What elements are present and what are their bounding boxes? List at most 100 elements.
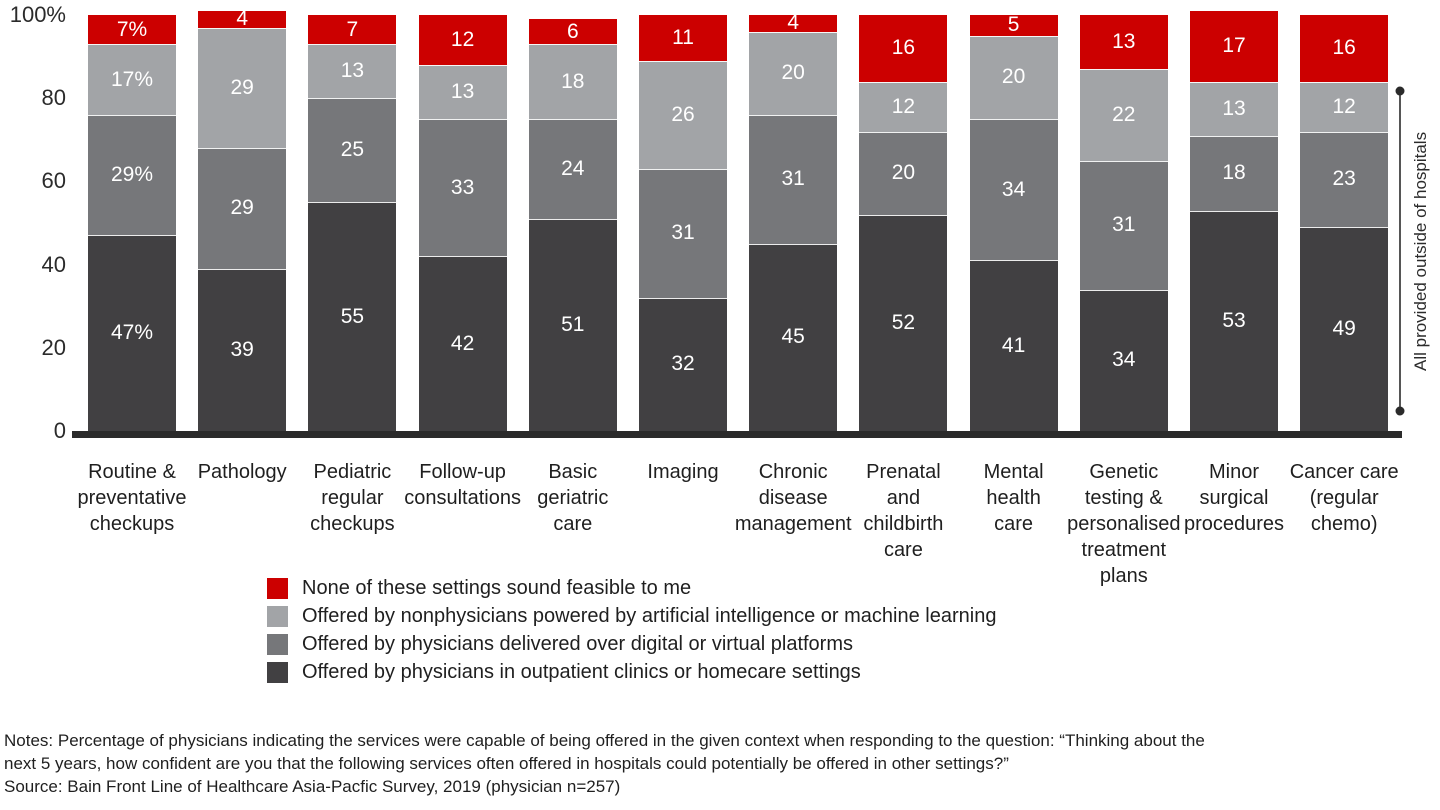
bar-segment: 45 (749, 243, 838, 431)
bar-segment: 26 (639, 60, 727, 169)
bar-value-label: 33 (450, 175, 475, 199)
legend-item: Offered by physicians delivered over dig… (267, 633, 996, 655)
x-axis-category-label: Prenatal and childbirth care (863, 461, 944, 561)
bar-value-label: 22 (1112, 102, 1136, 126)
bracket-line-icon (1395, 86, 1405, 416)
bar-value-label: 7% (116, 17, 148, 41)
bar-segment: 52 (859, 214, 948, 431)
bar-value-label: 12 (450, 27, 475, 51)
bar-segment: 41 (969, 260, 1058, 431)
bar-value-label: 7 (346, 17, 359, 41)
bar-segment: 17% (88, 44, 176, 115)
bar-segment: 7% (88, 15, 176, 45)
bar-segment: 47% (88, 235, 176, 431)
bar-value-label: 51 (561, 312, 585, 336)
bar-segment: 23 (1300, 131, 1389, 228)
bar-segment: 24 (528, 119, 617, 219)
bar-value-label: 13 (450, 79, 475, 103)
bar-segment: 53 (1190, 210, 1278, 431)
source-text: Source: Bain Front Line of Healthcare As… (4, 777, 621, 796)
bar-segment: 49 (1300, 227, 1389, 431)
bar-value-label: 52 (891, 310, 916, 334)
bar-value-label: 25 (340, 138, 365, 162)
legend-label: Offered by physicians in outpatient clin… (302, 661, 861, 683)
bar-value-label: 16 (1332, 36, 1356, 60)
bar-value-label: 42 (450, 331, 475, 355)
bar-segment: 6 (528, 19, 617, 45)
bar-value-label: 13 (1112, 30, 1136, 54)
bar-value-label: 49 (1332, 317, 1356, 341)
bar-value-label: 47% (110, 321, 154, 345)
bar-segment: 31 (749, 114, 838, 244)
bar-value-label: 41 (1001, 333, 1026, 357)
bar-value-label: 55 (340, 304, 365, 328)
stacked-bar: 16 12 23 49 (1300, 15, 1389, 431)
stacked-bar: 17 13 18 53 (1190, 10, 1278, 431)
bar-value-label: 29 (230, 75, 254, 99)
bar-segment: 13 (418, 64, 507, 120)
bar-value-label: 5 (1007, 13, 1020, 37)
bar-value-label: 31 (671, 221, 695, 245)
legend-item: Offered by nonphysicians powered by arti… (267, 605, 996, 627)
bar-segment: 12 (418, 15, 507, 65)
bar-segment: 16 (859, 15, 948, 82)
bar-value-label: 4 (787, 11, 800, 35)
bar-value-label: 17% (110, 67, 154, 91)
bar-segment: 20 (969, 35, 1058, 120)
stacked-bar: 4 20 31 45 (749, 11, 838, 431)
bar-segment: 20 (859, 131, 948, 215)
bar-value-label: 13 (340, 59, 365, 83)
bar-segment: 13 (1190, 81, 1278, 136)
bar-segment: 20 (749, 31, 838, 115)
stacked-bar: 5 20 34 41 (969, 13, 1058, 431)
x-axis-line (72, 431, 1402, 438)
x-axis-category-label: Cancer care (regular chemo) (1289, 461, 1399, 535)
bar-segment: 11 (639, 15, 727, 61)
bar-value-label: 20 (781, 61, 805, 85)
stacked-bar: 7 13 25 55 (308, 15, 397, 431)
stacked-bar: 12 13 33 42 (418, 15, 507, 431)
bar-segment: 34 (969, 119, 1058, 261)
bar-segment: 13 (1079, 15, 1168, 70)
bar-segment: 4 (198, 7, 287, 30)
legend-swatch-darkgray-icon (267, 661, 288, 683)
stacked-bar: 4 29 29 39 (198, 7, 287, 431)
y-axis-tick-label: 0 (53, 418, 66, 443)
legend: None of these settings sound feasible to… (267, 577, 996, 689)
bar-value-label: 34 (1112, 348, 1136, 372)
legend-swatch-lightgray-icon (267, 605, 288, 627)
bar-segment: 18 (1190, 135, 1278, 211)
bar-segment: 29 (198, 27, 287, 149)
bar-value-label: 26 (671, 102, 695, 126)
bar-value-label: 12 (891, 94, 916, 118)
bar-segment: 33 (418, 119, 507, 257)
stacked-bar: 11 26 31 32 (639, 15, 727, 431)
bar-segment: 55 (308, 202, 397, 431)
bar-value-label: 18 (1222, 161, 1246, 185)
legend-label: Offered by nonphysicians powered by arti… (302, 605, 997, 627)
bar-value-label: 31 (1112, 213, 1136, 237)
x-axis-category-label: Genetic testing & personalised treatment… (1067, 461, 1181, 587)
x-axis-category-label: Pediatric regular checkups (310, 461, 395, 535)
x-axis-category-label: Minor surgical procedures (1183, 461, 1285, 535)
bar-value-label: 4 (236, 7, 249, 31)
bar-segment: 17 (1190, 10, 1278, 82)
bar-value-label: 29 (230, 196, 254, 220)
bar-segment: 31 (639, 168, 727, 298)
bar-segment: 4 (749, 11, 838, 34)
legend-item: Offered by physicians in outpatient clin… (267, 661, 996, 683)
bar-segment: 5 (969, 13, 1058, 37)
y-axis-tick-label: 60 (41, 168, 66, 194)
bar-segment: 51 (528, 218, 617, 431)
bar-segment: 13 (308, 44, 397, 99)
bar-value-label: 12 (1332, 94, 1356, 118)
x-axis-category-label: Routine & preventative checkups (77, 461, 187, 535)
legend-swatch-midgray-icon (267, 633, 288, 655)
bar-value-label: 6 (566, 19, 579, 43)
bar-value-label: 39 (230, 337, 254, 361)
bar-segment: 31 (1079, 160, 1168, 290)
bar-segment: 32 (639, 297, 727, 431)
bar-value-label: 20 (891, 161, 916, 185)
x-axis-category-label: Follow-up consultations (404, 461, 521, 509)
